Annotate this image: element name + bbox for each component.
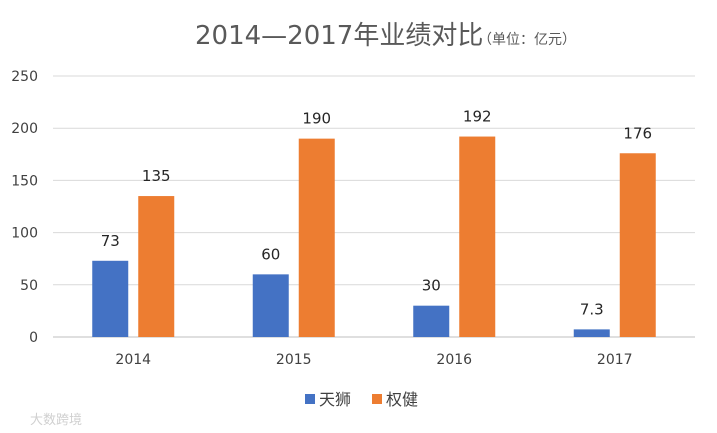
y-axis: 0 50 100 150 200 250	[11, 69, 38, 346]
chart-subtitle: （单位：亿元）	[478, 32, 576, 48]
x-tick-label: 2016	[436, 352, 472, 368]
bar-天狮-2015	[252, 274, 289, 337]
x-tick-label: 2014	[115, 352, 151, 368]
data-label: 190	[302, 110, 331, 128]
data-label: 73	[101, 232, 120, 250]
bar-天狮-2016	[413, 305, 450, 337]
watermark: 大数跨境	[30, 413, 82, 428]
x-tick-label: 2015	[276, 352, 312, 368]
bars: 73 135 60 190 30 192 7.3 176	[92, 108, 656, 337]
y-tick-label: 200	[11, 121, 38, 137]
y-tick-label: 250	[11, 69, 38, 85]
bar-权健-2014	[138, 196, 175, 337]
data-label: 7.3	[580, 300, 604, 318]
x-tick-label: 2017	[597, 352, 633, 368]
data-label: 135	[142, 167, 171, 185]
legend: 天狮 权健	[305, 390, 418, 409]
data-label: 60	[261, 245, 280, 263]
bar-权健-2017	[619, 153, 656, 337]
bar-天狮-2014	[92, 260, 129, 337]
legend-swatch	[372, 394, 382, 404]
y-tick-label: 0	[29, 330, 38, 346]
data-label: 30	[422, 277, 441, 295]
chart-title: 2014—2017年业绩对比	[195, 21, 483, 51]
y-tick-label: 50	[20, 278, 38, 294]
data-label: 192	[463, 108, 492, 126]
data-label: 176	[623, 124, 652, 142]
legend-label: 天狮	[319, 390, 351, 409]
bar-天狮-2017	[573, 329, 610, 337]
y-tick-label: 100	[11, 226, 38, 242]
bar-权健-2016	[459, 136, 496, 337]
x-axis: 2014 2015 2016 2017	[115, 352, 632, 368]
bar-权健-2015	[298, 138, 335, 337]
legend-label: 权健	[386, 390, 418, 409]
legend-swatch	[305, 394, 315, 404]
y-tick-label: 150	[11, 173, 38, 189]
